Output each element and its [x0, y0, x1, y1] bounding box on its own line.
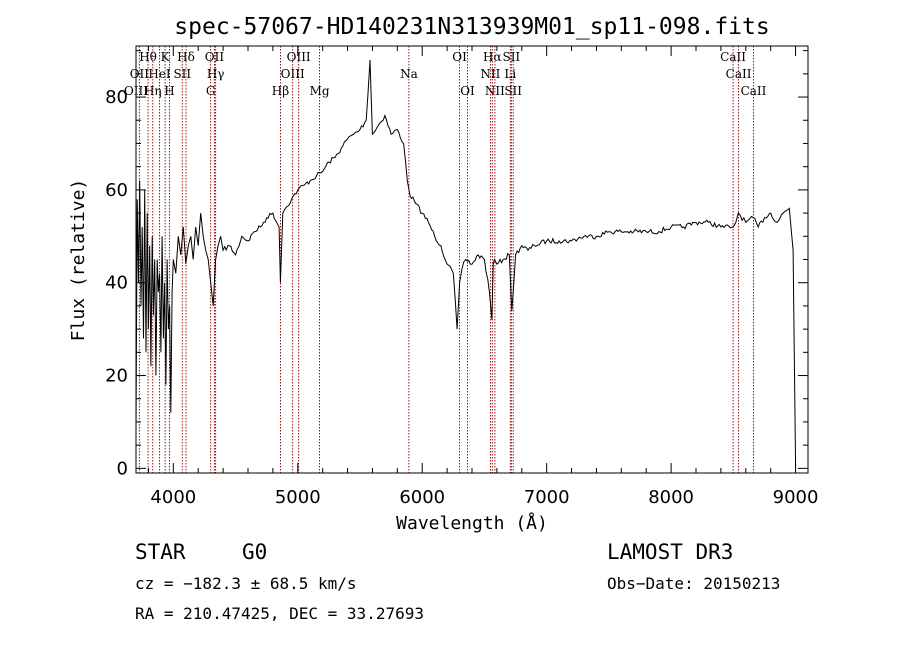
- x-tick-label: 4000: [150, 487, 196, 508]
- line-label-k: K: [161, 50, 171, 64]
- line-label-caii: CaII: [726, 67, 752, 81]
- x-tick-label: 8000: [648, 487, 694, 508]
- x-tick-label: 7000: [524, 487, 570, 508]
- object-subclass: G0: [242, 540, 267, 564]
- line-label-hθ: Hθ: [139, 50, 157, 64]
- survey-name: LAMOST DR3: [607, 540, 733, 564]
- y-tick-label: 20: [105, 366, 128, 387]
- y-axis-label: Flux (relative): [68, 179, 89, 342]
- y-axis-ticks: 0 20 40 60 80: [105, 50, 808, 479]
- line-label-mg: Mg: [310, 84, 330, 98]
- y-tick-label: 0: [117, 458, 128, 479]
- line-label-li: Li: [504, 67, 516, 81]
- line-label-sii: SII: [173, 67, 191, 81]
- line-label-caii: CaII: [741, 84, 767, 98]
- line-label-oi: OI: [460, 84, 475, 98]
- line-label-hη: Hη: [144, 84, 162, 98]
- line-label-h: H: [164, 84, 174, 98]
- x-tick-label: 9000: [773, 487, 819, 508]
- plot-frame: [135, 45, 809, 474]
- line-label-oii: OII: [205, 50, 225, 64]
- x-axis-label: Wavelength (Å): [396, 512, 548, 534]
- y-tick-label: 60: [105, 180, 128, 201]
- y-tick-label: 40: [105, 273, 128, 294]
- x-tick-label: 6000: [399, 487, 445, 508]
- coordinates: RA = 210.47425, DEC = 33.27693: [135, 604, 424, 623]
- line-label-hα: Hα: [483, 50, 502, 64]
- line-label-oiii: OIII: [287, 50, 311, 64]
- line-label-na: Na: [400, 67, 418, 81]
- line-label-hβ: Hβ: [272, 84, 289, 98]
- line-label-g: G: [206, 84, 216, 98]
- observation-date: Obs−Date: 20150213: [607, 574, 780, 593]
- line-label-nii: NII: [485, 84, 505, 98]
- redshift-velocity: cz = −182.3 ± 68.5 km/s: [135, 574, 357, 593]
- line-label-hei: HeI: [148, 67, 171, 81]
- x-axis-ticks: 4000 5000 6000 7000 8000 9000: [147, 46, 819, 508]
- line-label-oi: OI: [452, 50, 467, 64]
- line-label-oiii: OIII: [281, 67, 305, 81]
- line-label-hγ: Hγ: [207, 67, 225, 81]
- line-label-sii: SII: [502, 50, 520, 64]
- spectrum-series-line: [135, 59, 797, 469]
- line-label-caii: CaII: [720, 50, 746, 64]
- y-tick-label: 80: [105, 87, 128, 108]
- x-tick-label: 5000: [275, 487, 321, 508]
- line-label-hδ: Hδ: [177, 50, 195, 64]
- chart-title: spec-57067-HD140231N313939M01_sp11-098.f…: [174, 14, 769, 40]
- line-label-sii: SII: [504, 84, 522, 98]
- line-label-nii: NII: [480, 67, 500, 81]
- object-class: STAR: [135, 540, 186, 564]
